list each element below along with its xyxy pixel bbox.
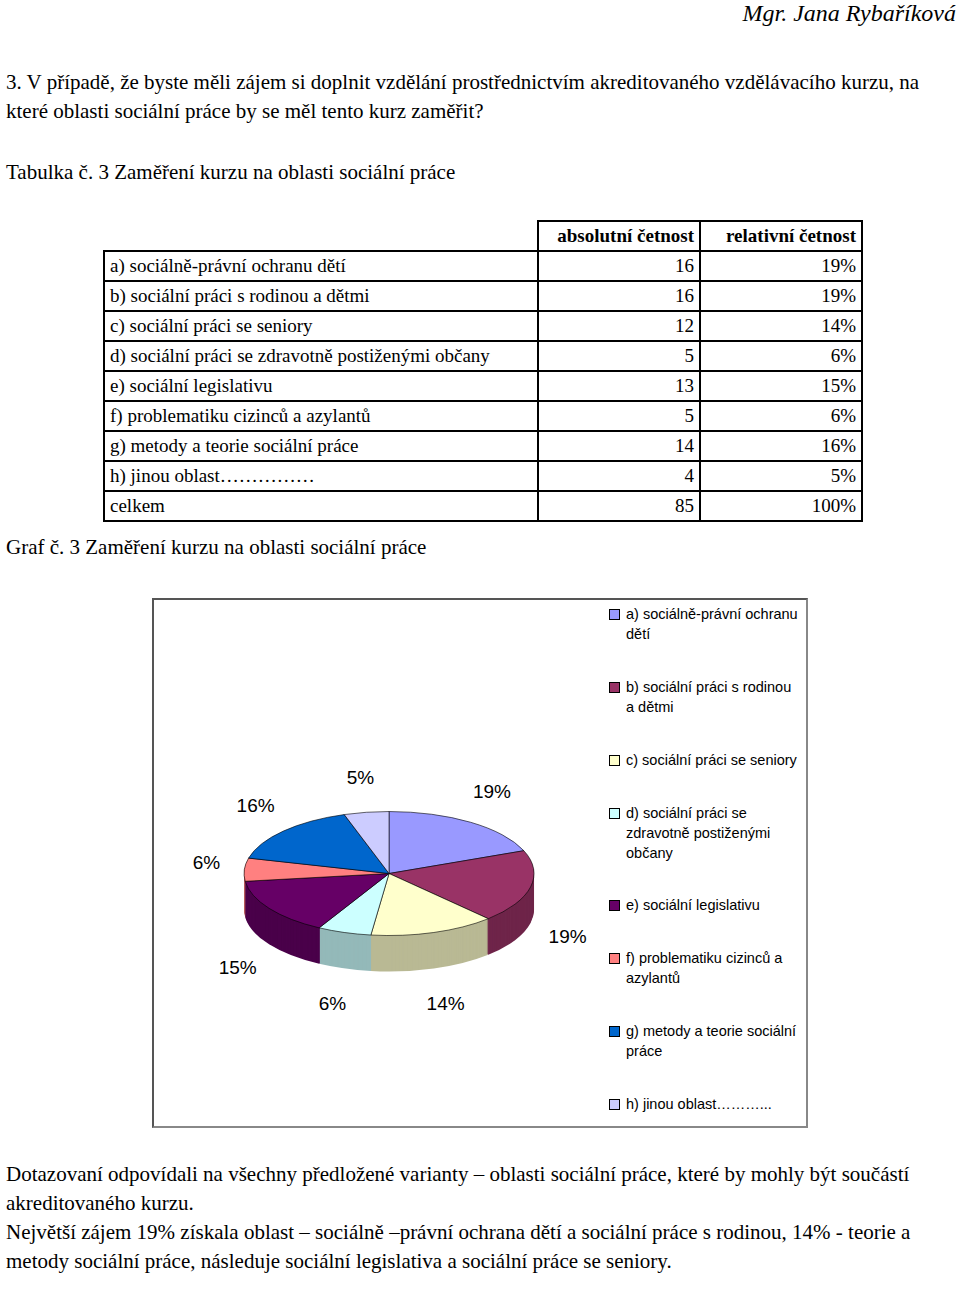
html-text:19%: 19% <box>821 255 856 276</box>
html-text:16%: 16% <box>821 435 856 456</box>
html-text:f) problematiku cizinců a azyl: f) problematiku cizinců a azylantů <box>110 405 371 426</box>
html-text:a) sociálně-právní ochranu dět: a) sociálně-právní ochranu dětí <box>110 255 346 276</box>
html-text:absolutní četnost: absolutní četnost <box>557 225 694 246</box>
html-text:e) sociální legislativu: e) sociální legislativu <box>110 375 273 396</box>
html-text:5: 5 <box>684 405 694 426</box>
html-text:6%: 6% <box>830 405 856 426</box>
html-text:13: 13 <box>675 375 694 396</box>
html-text:a) sociálně-právní ochranu dět: a) sociálně-právní ochranu dětí <box>626 606 798 642</box>
html-text:14%: 14% <box>821 315 856 336</box>
html-text:3. V případě, že byste měli zá: 3. V případě, že byste měli zájem si dop… <box>6 70 919 123</box>
html-text:14: 14 <box>675 435 694 456</box>
html-text:Největší zájem 19% získala obl: Největší zájem 19% získala oblast – soci… <box>6 1220 911 1273</box>
html-text:g) metody a teorie sociální pr: g) metody a teorie sociální práce <box>626 1023 797 1060</box>
html-text:b) sociální práci s rodinou a: b) sociální práci s rodinou a dětmi <box>110 285 370 306</box>
html-text:e) sociální legislativu: e) sociální legislativu <box>626 897 760 914</box>
svg-text:19%: 19% <box>549 926 587 947</box>
html-text:4: 4 <box>684 465 694 486</box>
html-text:relativní četnost: relativní četnost <box>726 225 856 246</box>
html-text:19%: 19% <box>821 285 856 306</box>
html-text:Graf č. 3 Zaměření kurzu na ob: Graf č. 3 Zaměření kurzu na oblasti soci… <box>6 535 427 559</box>
html-text:Tabulka č. 3 Zaměření kurzu na: Tabulka č. 3 Zaměření kurzu na oblasti s… <box>6 160 456 184</box>
html-text:85: 85 <box>675 495 694 516</box>
html-text:5%: 5% <box>830 465 856 486</box>
html-text:Mgr. Jana Rybaříková: Mgr. Jana Rybaříková <box>742 0 956 26</box>
html-text:16: 16 <box>675 285 694 306</box>
html-text:d) sociální práci se zdravotně: d) sociální práci se zdravotně postižený… <box>110 345 490 366</box>
html-text:celkem: celkem <box>110 495 165 516</box>
html-text:f) problematiku cizinců a azyl: f) problematiku cizinců a azylantů <box>626 950 783 987</box>
html-text:h) jinou oblast………...: h) jinou oblast………... <box>626 1095 772 1112</box>
svg-text:19%: 19% <box>473 781 511 802</box>
svg-text:5%: 5% <box>347 767 375 788</box>
html-text:c) sociální práci se seniory: c) sociální práci se seniory <box>110 315 313 336</box>
html-text:16: 16 <box>675 255 694 276</box>
html-text:b) sociální práci s rodinou a: b) sociální práci s rodinou a dětmi <box>626 678 792 715</box>
svg-text:14%: 14% <box>427 993 465 1014</box>
html-text:Dotazovaní odpovídali na všech: Dotazovaní odpovídali na všechny předlož… <box>6 1162 910 1215</box>
html-text:6%: 6% <box>830 345 856 366</box>
svg-text:6%: 6% <box>319 993 347 1014</box>
html-text:h) jinou oblast……………: h) jinou oblast…………… <box>110 465 315 486</box>
html-text:d) sociální práci se zdravotně: d) sociální práci se zdravotně postižený… <box>626 804 771 861</box>
svg-text:16%: 16% <box>237 795 275 816</box>
html-text:5: 5 <box>684 345 694 366</box>
html-text:100%: 100% <box>811 495 856 516</box>
svg-text:15%: 15% <box>219 957 257 978</box>
html-text:c) sociální práci se seniory: c) sociální práci se seniory <box>626 751 797 768</box>
html-text:g) metody a teorie sociální pr: g) metody a teorie sociální práce <box>110 435 359 456</box>
svg-text:6%: 6% <box>193 852 221 873</box>
html-text:15%: 15% <box>821 375 856 396</box>
html-text:12: 12 <box>675 315 694 336</box>
